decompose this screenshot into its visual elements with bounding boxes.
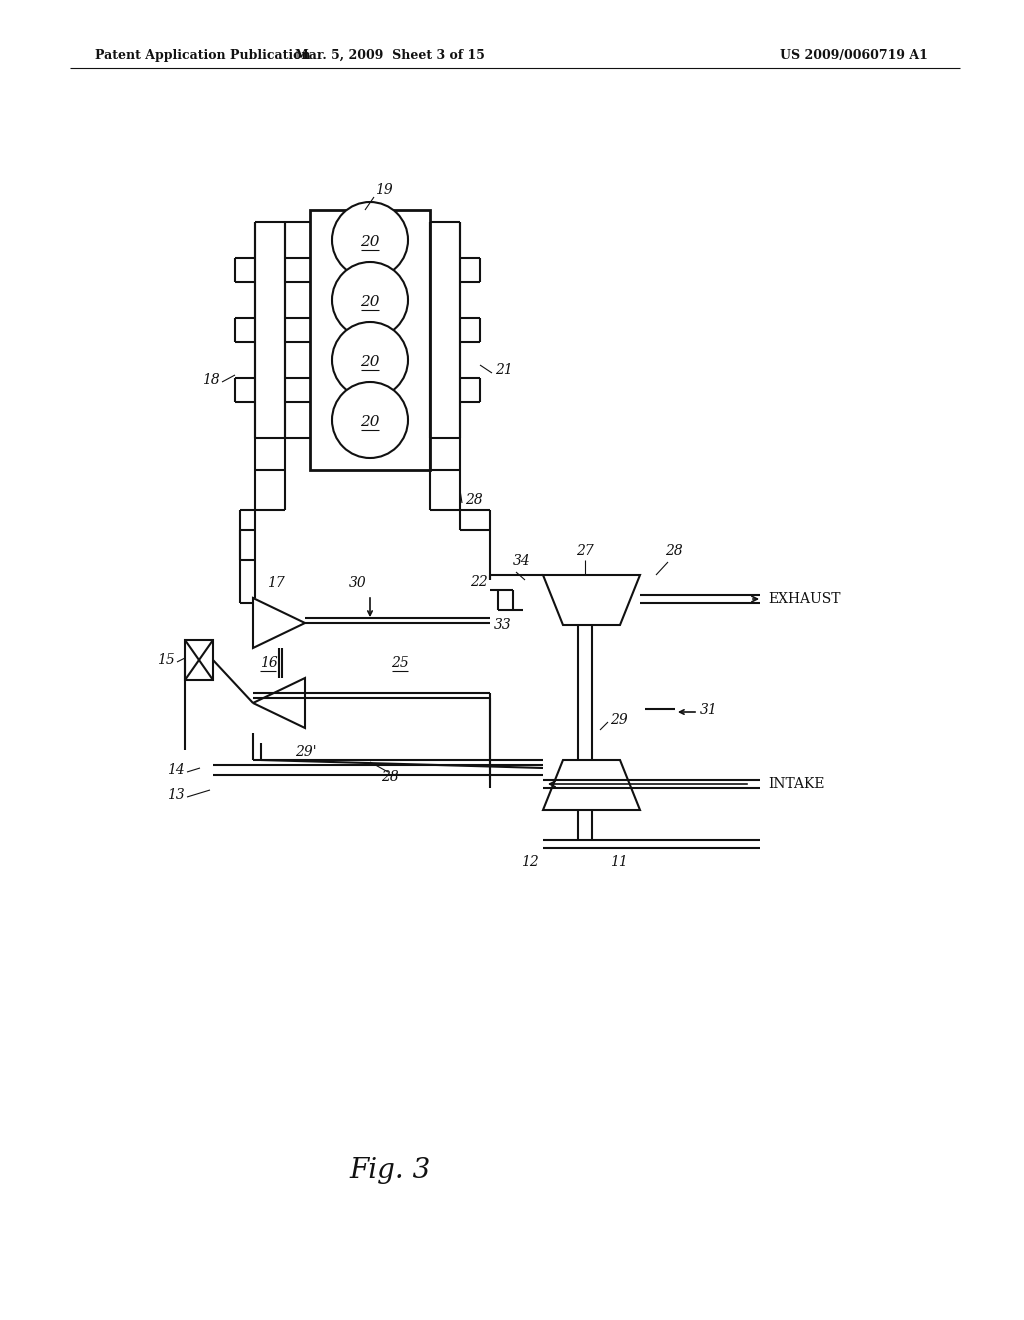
Text: 34: 34	[513, 554, 530, 568]
Polygon shape	[253, 678, 305, 729]
Text: 20: 20	[360, 355, 380, 370]
Text: 28: 28	[465, 492, 482, 507]
Bar	[185, 640, 213, 680]
Text: 29: 29	[610, 713, 628, 727]
Text: 31: 31	[700, 704, 718, 717]
Text: 30: 30	[349, 576, 367, 590]
Text: 20: 20	[360, 294, 380, 309]
Text: 14: 14	[167, 763, 185, 777]
Text: EXHAUST: EXHAUST	[768, 591, 841, 606]
Text: 20: 20	[360, 235, 380, 249]
Text: Fig. 3: Fig. 3	[349, 1156, 431, 1184]
Text: 11: 11	[610, 855, 628, 869]
Text: 21: 21	[495, 363, 513, 378]
Text: 15: 15	[158, 653, 175, 667]
Text: 29': 29'	[295, 744, 316, 759]
Text: 17: 17	[267, 576, 285, 590]
Text: 33: 33	[495, 618, 512, 632]
Text: 28: 28	[665, 544, 683, 558]
Text: 22: 22	[470, 576, 487, 589]
Text: INTAKE: INTAKE	[768, 777, 824, 791]
Circle shape	[332, 322, 408, 399]
Text: Patent Application Publication: Patent Application Publication	[95, 49, 310, 62]
Text: 25: 25	[391, 656, 409, 671]
Circle shape	[332, 261, 408, 338]
Text: 18: 18	[203, 374, 220, 387]
Polygon shape	[253, 598, 305, 648]
Polygon shape	[543, 576, 640, 624]
Text: 28: 28	[381, 770, 399, 784]
Text: 20: 20	[360, 414, 380, 429]
Text: Mar. 5, 2009  Sheet 3 of 15: Mar. 5, 2009 Sheet 3 of 15	[295, 49, 485, 62]
Text: 16: 16	[260, 656, 278, 671]
Text: 27: 27	[577, 544, 594, 558]
Text: 12: 12	[521, 855, 539, 869]
Text: US 2009/0060719 A1: US 2009/0060719 A1	[780, 49, 928, 62]
Circle shape	[332, 202, 408, 279]
Circle shape	[332, 381, 408, 458]
Text: 19: 19	[375, 183, 393, 197]
Polygon shape	[543, 760, 640, 810]
Text: 13: 13	[167, 788, 185, 803]
Bar	[310, 210, 430, 470]
